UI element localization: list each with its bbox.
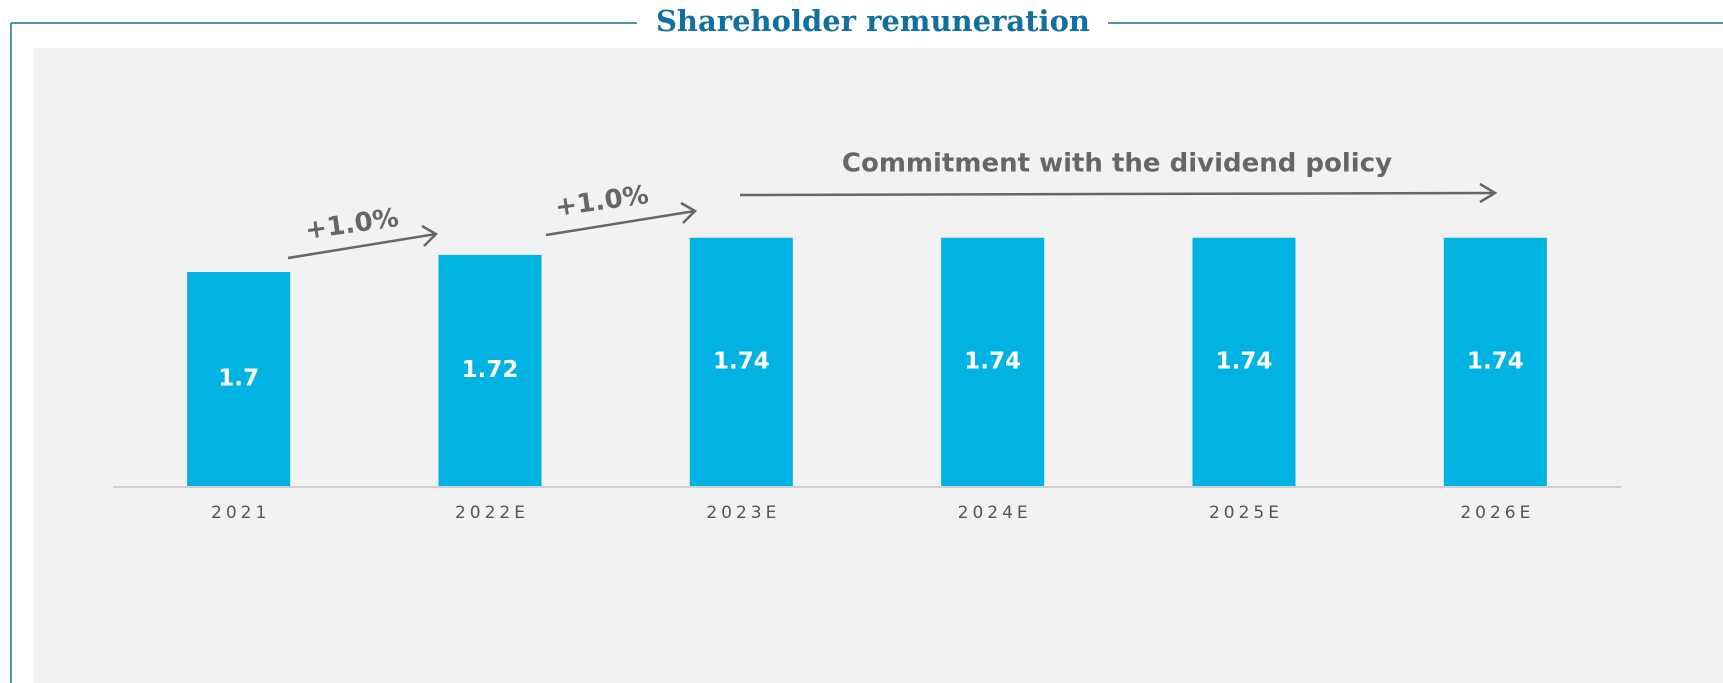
data-label: 1.74 [1216,348,1273,374]
data-label: 1.72 [462,357,519,383]
x-tick-label: 2024E [958,503,1032,523]
data-label: 1.74 [964,348,1021,374]
arrow-head [1479,182,1498,204]
x-tick-label: 2022E [455,503,529,523]
chart-title: Shareholder remuneration [656,4,1090,38]
arrows [287,182,1498,260]
bar [438,254,542,486]
data-label: 1.7 [218,366,259,392]
x-tick-label: 2023E [706,503,780,523]
arrow [739,191,1496,197]
bar [689,237,793,486]
panel [34,48,1723,683]
x-tick-label: 2026E [1460,503,1534,523]
x-tick-label: 2021 [211,503,270,523]
x-tick-label: 2025E [1209,503,1283,523]
data-label: 1.74 [1467,348,1524,374]
bar [187,272,291,486]
arrow [287,232,437,260]
bar [941,237,1045,486]
bar [1192,237,1296,486]
arrow [545,209,696,237]
arrow-head [680,201,698,224]
arrow-head [421,224,439,247]
annotation: Commitment with the dividend policy [842,149,1392,179]
bar [1443,237,1547,486]
data-label: 1.74 [713,348,770,374]
